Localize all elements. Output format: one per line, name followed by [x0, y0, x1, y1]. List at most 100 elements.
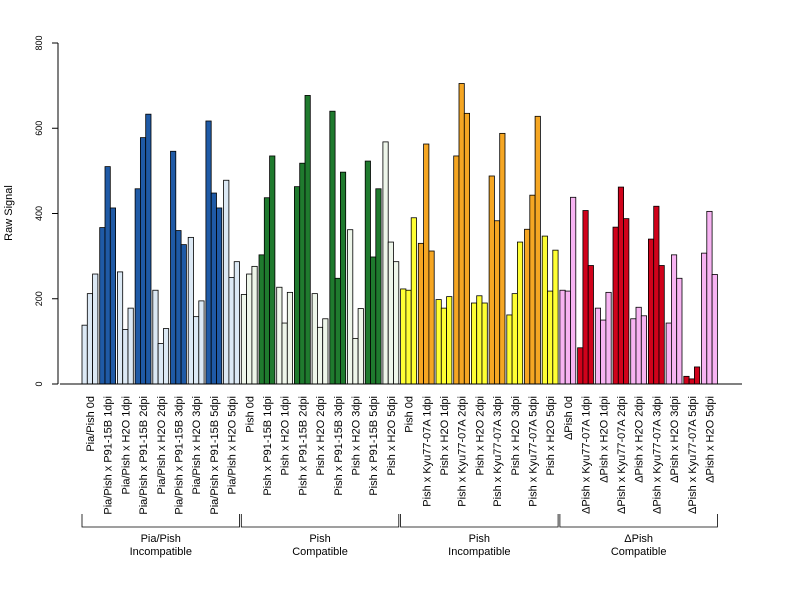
bar — [653, 205, 660, 385]
x-tick-label: Pish x Kyu77-07A 3dpi — [492, 396, 504, 507]
bar — [493, 220, 501, 385]
bar — [564, 290, 571, 385]
bar — [453, 155, 460, 385]
bar — [458, 83, 465, 385]
x-tick-label: Pia/Pish x P91-15B 1dpi — [103, 396, 115, 515]
bar — [304, 95, 311, 385]
bar — [594, 307, 601, 385]
x-tick-label: Pia/Pish x P91-15B 3dpi — [173, 396, 185, 515]
bar — [347, 229, 354, 385]
bar — [352, 337, 359, 385]
x-tick-label: Pia/Pish x P91-15B 5dpi — [209, 396, 221, 515]
bar — [417, 242, 424, 385]
x-tick-label: ΔPish x Kyu77-07A 2dpi — [616, 396, 628, 514]
bar — [617, 186, 624, 385]
bar — [683, 375, 690, 385]
bar — [139, 137, 147, 385]
group-label: Pish — [309, 533, 330, 545]
group-label: Compatible — [292, 546, 348, 558]
bar — [205, 120, 212, 385]
bar — [648, 238, 655, 385]
bar — [281, 322, 288, 385]
x-tick-label: Pish x H2O 1dpi — [439, 396, 451, 475]
x-tick-label: ΔPish 0d — [563, 396, 575, 440]
bar — [435, 299, 442, 385]
bar — [240, 294, 248, 385]
bar — [162, 328, 170, 385]
bar — [299, 162, 306, 385]
x-tick-label: Pish x P91-15B 5dpi — [368, 396, 380, 496]
bar — [524, 228, 531, 385]
group-bracket — [81, 514, 240, 528]
x-tick-label: ΔPish x H2O 1dpi — [598, 396, 610, 483]
bar — [364, 160, 371, 385]
bar — [145, 113, 152, 385]
bar — [534, 115, 541, 385]
x-tick-label: Pia/Pish x P91-15B 2dpi — [138, 396, 150, 515]
y-tick-label: 400 — [34, 206, 44, 221]
bar — [269, 155, 276, 385]
group-label: Pia/Pish — [141, 533, 181, 545]
x-tick-label: Pish x H2O 2dpi — [474, 396, 486, 475]
bar — [559, 289, 566, 385]
bar — [233, 261, 240, 385]
bar — [577, 347, 584, 385]
y-tick-label: 200 — [34, 291, 44, 306]
x-tick-label: Pish x P91-15B 2dpi — [297, 396, 309, 496]
x-tick-label: Pish 0d — [244, 396, 256, 433]
bar — [529, 194, 536, 385]
bar — [387, 241, 394, 385]
bar — [423, 143, 430, 385]
x-tick-label: Pish x H2O 1dpi — [280, 396, 292, 475]
bar — [198, 300, 205, 385]
bar — [552, 249, 559, 385]
bar — [676, 277, 683, 385]
bar — [541, 235, 548, 385]
bar — [600, 319, 607, 385]
bar — [246, 273, 253, 385]
bar — [499, 132, 506, 385]
bar — [157, 343, 164, 385]
bar — [311, 293, 318, 385]
bar — [263, 197, 270, 385]
bar — [428, 250, 435, 385]
x-tick-label: Pish x H2O 5dpi — [545, 396, 557, 475]
bar — [187, 236, 194, 385]
bar — [92, 273, 99, 385]
group-label: ΔPish — [624, 533, 653, 545]
bar — [216, 207, 223, 385]
x-tick-label: Pish x Kyu77-07A 2dpi — [457, 396, 469, 507]
bar — [293, 186, 301, 385]
bar — [488, 175, 495, 385]
bar — [640, 315, 647, 385]
y-axis-label: Raw Signal — [3, 185, 15, 241]
group-label: Incompatible — [448, 546, 510, 558]
y-axis: 0 200 400 600 800 — [34, 35, 59, 387]
bar — [357, 308, 364, 385]
x-tick-label: Pia/Pish 0d — [85, 396, 97, 452]
x-tick-label: Pia/Pish x H2O 1dpi — [120, 396, 132, 494]
group-label: Incompatible — [130, 546, 192, 558]
bar — [623, 218, 630, 385]
bar — [605, 291, 612, 385]
bar — [582, 210, 589, 385]
bar — [175, 230, 182, 385]
bar — [329, 110, 336, 385]
group-label: Compatible — [611, 546, 667, 558]
x-tick-label: Pish x Kyu77-07A 1dpi — [421, 396, 433, 507]
bar — [671, 254, 678, 385]
bar — [134, 188, 141, 385]
bars — [81, 83, 718, 385]
bar — [99, 227, 106, 385]
bar — [334, 277, 341, 385]
bar — [180, 244, 187, 385]
bar — [393, 261, 400, 385]
bar — [286, 291, 293, 385]
bar — [635, 306, 642, 385]
x-tick-label: Pish x H2O 2dpi — [315, 396, 327, 475]
x-tick-label: Pia/Pish x H2O 5dpi — [227, 396, 239, 494]
bar — [86, 293, 94, 385]
bar — [370, 256, 377, 385]
y-tick-label: 0 — [34, 381, 44, 386]
bar — [570, 196, 577, 385]
